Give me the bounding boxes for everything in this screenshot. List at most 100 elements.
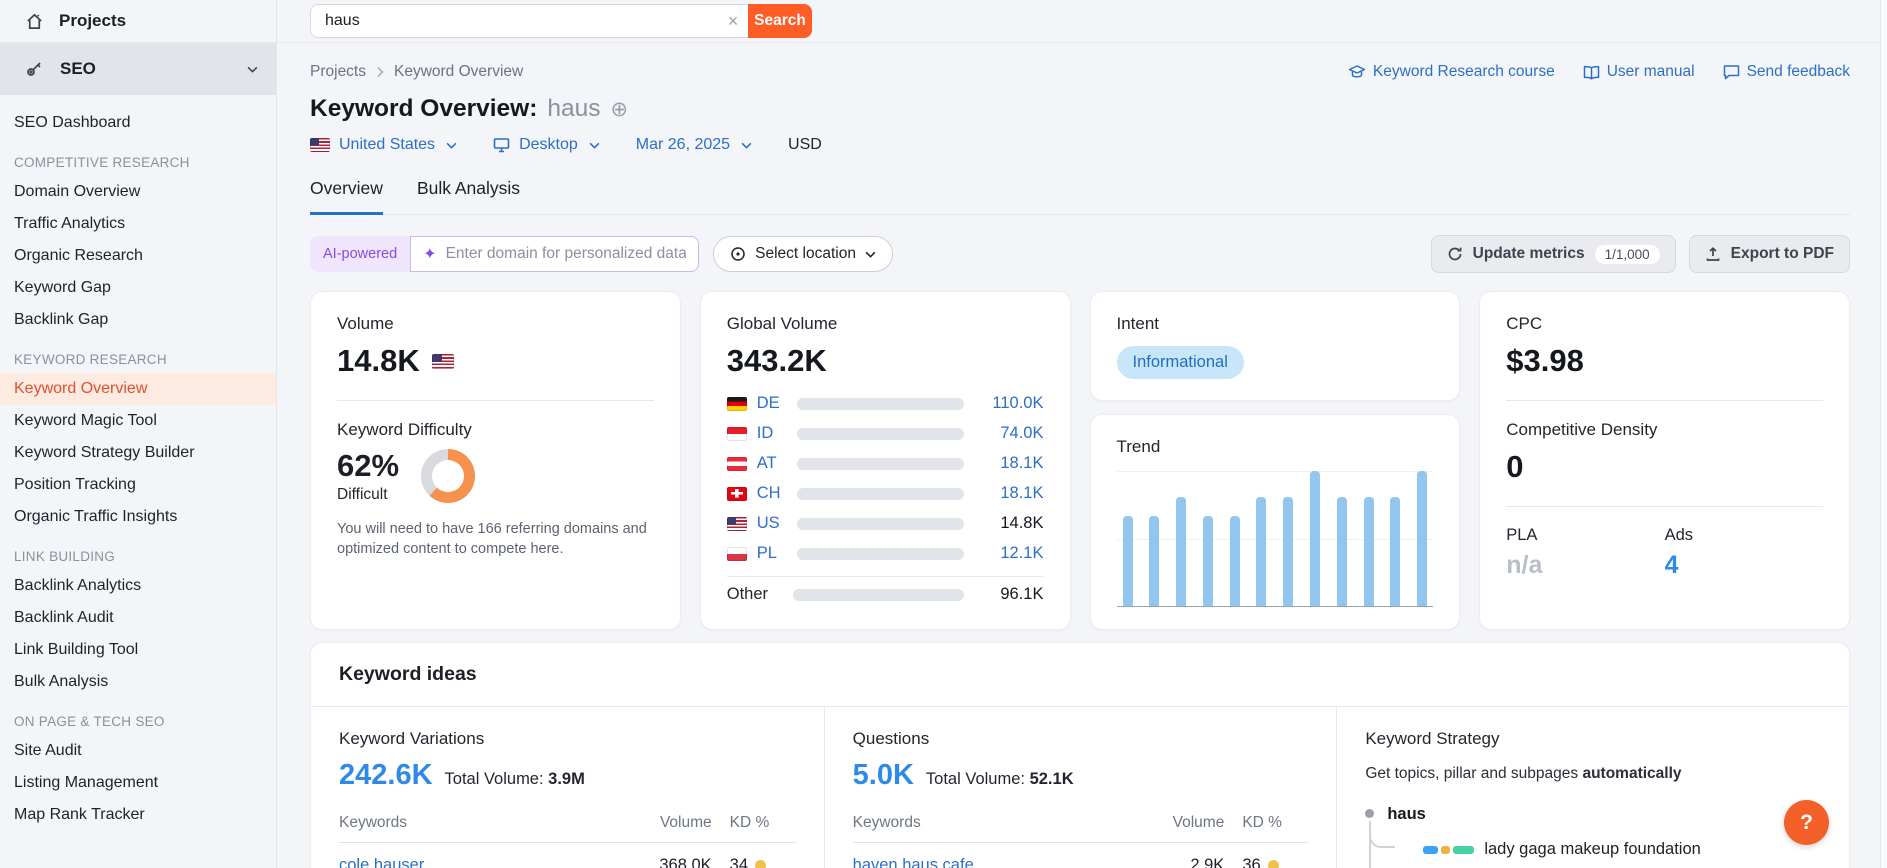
sidebar-nav: SEO Dashboard COMPETITIVE RESEARCH Domai… [0, 95, 276, 831]
send-feedback-link[interactable]: Send feedback [1723, 63, 1850, 81]
pla-label: PLA [1506, 526, 1538, 544]
scrollbar-gutter[interactable] [1880, 0, 1887, 868]
volume-bar-track [796, 487, 964, 500]
date-select[interactable]: Mar 26, 2025 [636, 136, 752, 154]
country-code: US [756, 514, 780, 532]
user-manual-link[interactable]: User manual [1583, 63, 1695, 81]
sidebar-item-seo-dashboard[interactable]: SEO Dashboard [14, 114, 131, 131]
volume-value: 14.8K [337, 343, 420, 378]
country-volume-value: 12.1K [1000, 544, 1044, 562]
country-volume-value: 18.1K [1000, 484, 1044, 502]
global-volume-rows: DE 110.0K ID 74.0K AT [726, 391, 1044, 607]
sidebar-item-listing-management[interactable]: Listing Management [14, 774, 159, 791]
select-location-button[interactable]: Select location [713, 236, 893, 272]
sidebar-item-site-audit[interactable]: Site Audit [14, 742, 82, 759]
page-title-text: Keyword Overview: [310, 95, 538, 122]
country-volume-row: DE 110.0K [726, 391, 1044, 416]
update-metrics-label: Update metrics [1472, 245, 1585, 262]
add-keyword-icon[interactable]: ⊕ [610, 97, 629, 121]
col-kd: KD % [729, 814, 770, 831]
country-volume-row: US 14.8K [726, 511, 1044, 536]
keyword-variations-column: Keyword Variations 242.6K Total Volume: … [311, 707, 824, 868]
sidebar-projects-label: Projects [59, 11, 127, 30]
volume-difficulty-card: Volume 14.8K Keyword Difficulty 62% Diff… [310, 291, 681, 630]
questions-count[interactable]: 5.0K [852, 759, 914, 791]
sidebar-item-keyword-magic-tool[interactable]: Keyword Magic Tool [14, 412, 157, 429]
clear-search-icon[interactable]: × [727, 10, 739, 31]
tab-bulk-analysis[interactable]: Bulk Analysis [416, 178, 521, 198]
strategy-root-keyword: haus [1387, 805, 1426, 823]
tab-overview[interactable]: Overview [310, 178, 383, 215]
intent-label: Intent [1116, 314, 1160, 333]
difficulty-note: You will need to have 166 referring doma… [337, 521, 647, 557]
country-select[interactable]: United States [310, 136, 457, 154]
pla-value: n/a [1506, 551, 1543, 579]
sidebar-item-projects[interactable]: Projects [0, 0, 276, 43]
country-label: United States [339, 136, 436, 153]
trend-bar [1202, 515, 1213, 606]
country-volume-row: CH 18.1K [726, 481, 1044, 506]
domain-input[interactable] [445, 245, 687, 263]
sidebar-item-traffic-analytics[interactable]: Traffic Analytics [14, 215, 126, 232]
difficulty-donut-chart [421, 449, 476, 503]
other-volume-row: Other 96.1K [727, 582, 1044, 607]
global-volume-label: Global Volume [726, 314, 838, 333]
user-manual-label: User manual [1606, 63, 1695, 80]
sidebar-item-backlink-audit[interactable]: Backlink Audit [14, 609, 114, 626]
trend-card: Trend [1089, 414, 1461, 630]
search-button[interactable]: Search [748, 4, 812, 38]
strategy-subtitle-bold: automatically [1582, 765, 1682, 782]
sidebar-item-map-rank-tracker[interactable]: Map Rank Tracker [14, 806, 145, 823]
trend-bar [1390, 496, 1401, 606]
sidebar-item-organic-research[interactable]: Organic Research [14, 247, 143, 264]
variations-count[interactable]: 242.6K [339, 759, 433, 791]
top-links: Keyword Research course User manual Send… [1348, 63, 1850, 81]
domain-input-wrap: ✦ [410, 236, 700, 272]
sidebar-item-position-tracking[interactable]: Position Tracking [14, 476, 136, 493]
metric-cards: Volume 14.8K Keyword Difficulty 62% Diff… [310, 291, 1850, 630]
update-metrics-button[interactable]: Update metrics 1/1,000 [1430, 235, 1676, 273]
kd-dot-icon [1267, 860, 1279, 868]
ads-label: Ads [1664, 526, 1694, 544]
col-kd: KD % [1242, 814, 1282, 831]
search-input[interactable] [310, 4, 748, 38]
sidebar-item-seo[interactable]: SEO [0, 43, 276, 95]
country-code: AT [756, 454, 777, 472]
breadcrumb-projects[interactable]: Projects [310, 63, 366, 80]
feedback-bubble-icon [1723, 64, 1740, 80]
keyword-link[interactable]: cole hauser [339, 856, 425, 868]
sidebar-item-keyword-strategy-builder[interactable]: Keyword Strategy Builder [14, 444, 195, 461]
country-volume-row: AT 18.1K [726, 451, 1044, 476]
sidebar-section-link-building: LINK BUILDING [14, 549, 116, 564]
keyword-ideas-title: Keyword ideas [311, 643, 1849, 707]
top-search-bar: × Search [277, 0, 1887, 43]
global-volume-card: Global Volume 343.2K DE 110.0K ID [699, 291, 1071, 630]
sidebar-item-domain-overview[interactable]: Domain Overview [14, 183, 141, 200]
keyword-variations-label: Keyword Variations [339, 729, 485, 748]
keyword-research-course-link[interactable]: Keyword Research course [1348, 63, 1555, 81]
trend-label: Trend [1116, 437, 1161, 456]
breadcrumb-chevron-icon [376, 66, 384, 78]
sidebar-item-keyword-gap[interactable]: Keyword Gap [14, 279, 111, 296]
difficulty-value: 62% [337, 448, 400, 483]
sidebar-item-link-building-tool[interactable]: Link Building Tool [14, 641, 139, 658]
export-pdf-button[interactable]: Export to PDF [1688, 235, 1850, 273]
sidebar-item-bulk-analysis[interactable]: Bulk Analysis [14, 673, 109, 690]
page-title-keyword: haus [547, 95, 601, 122]
sidebar-item-backlink-analytics[interactable]: Backlink Analytics [14, 577, 142, 594]
sidebar-item-organic-traffic-insights[interactable]: Organic Traffic Insights [14, 508, 178, 525]
date-label: Mar 26, 2025 [635, 136, 731, 153]
device-select[interactable]: Desktop [493, 136, 600, 154]
strategy-subtitle-text: Get topics, pillar and subpages [1365, 765, 1579, 782]
ads-value[interactable]: 4 [1664, 551, 1679, 579]
help-button[interactable]: ? [1784, 800, 1829, 845]
sidebar-item-keyword-overview[interactable]: Keyword Overview [0, 373, 276, 405]
sidebar-item-backlink-gap[interactable]: Backlink Gap [14, 311, 109, 328]
ai-domain-group: AI-powered ✦ [310, 236, 700, 272]
intent-badge[interactable]: Informational [1116, 346, 1244, 379]
chevron-down-icon [247, 66, 258, 73]
trend-bar [1417, 471, 1428, 606]
keyword-link[interactable]: haven haus cafe [852, 856, 974, 868]
us-flag-icon [431, 353, 454, 369]
tree-root-dot-icon [1365, 809, 1375, 818]
